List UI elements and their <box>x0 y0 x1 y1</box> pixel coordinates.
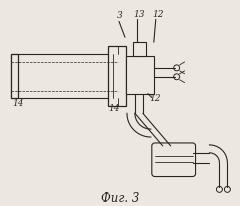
Bar <box>108 47 126 107</box>
Text: 14: 14 <box>108 104 120 113</box>
Bar <box>126 57 154 94</box>
Text: 12: 12 <box>150 94 161 103</box>
Text: 13: 13 <box>133 9 144 18</box>
Bar <box>11 55 18 99</box>
Text: Фиг. 3: Фиг. 3 <box>101 191 139 204</box>
Text: 3: 3 <box>117 11 123 20</box>
Text: 14: 14 <box>13 99 24 108</box>
Bar <box>11 55 118 99</box>
Bar <box>133 43 146 57</box>
FancyBboxPatch shape <box>152 143 196 177</box>
Text: 12: 12 <box>153 9 164 18</box>
